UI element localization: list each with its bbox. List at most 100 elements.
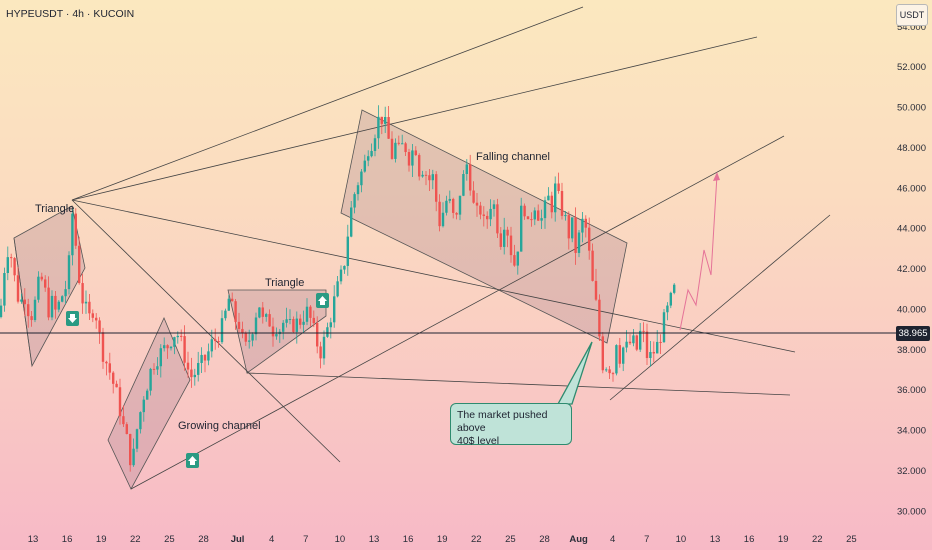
candle-body [30,316,33,321]
time-tick-label: 13 [28,534,39,545]
time-tick-label: 19 [778,534,789,545]
candle-body [394,142,397,159]
candle-body [407,152,411,166]
candle-body [526,216,530,220]
current-price-label: 38.965 [896,326,930,341]
price-tick-label: 34.000 [897,426,926,437]
candle-body [611,373,615,375]
candle-body [445,200,448,213]
candle-body [472,190,475,203]
candle-body [353,194,356,208]
candle-body [169,346,173,349]
candle-body [237,321,241,329]
candle-body [122,416,125,425]
price-tick-label: 48.000 [897,143,926,154]
candle-body [44,279,47,288]
candle-body [390,138,394,159]
candle-body [401,143,404,145]
candle-body [537,210,540,221]
candle-body [64,289,67,297]
projection-path [679,174,718,331]
candle-body [108,363,111,373]
candle-body [234,301,237,322]
candle-body [163,345,166,349]
arrow-down-icon [66,311,79,326]
candle-body [343,265,346,270]
candle-body [258,307,261,318]
candle-body [231,298,234,302]
candle-body [265,314,268,317]
falling-channel-label: Falling channel [476,151,550,163]
candle-body [428,175,431,181]
candle-body [57,301,60,310]
candle-body [186,362,190,370]
candle-body [465,164,468,175]
candle-body [261,307,264,317]
candle-body [377,116,380,139]
candle-body [438,201,441,227]
candle-body [645,331,649,359]
candle-body [632,335,635,344]
candle-body [268,314,271,327]
triangle-left-zone [13,205,86,368]
candle-body [248,340,251,342]
candle-body [309,306,312,318]
candle-body [397,142,400,144]
candle-body [628,341,632,344]
price-tick-label: 32.000 [897,466,926,477]
candle-body [6,257,9,274]
candle-body [411,150,414,166]
projection-arrowhead [713,172,720,181]
candle-body [601,336,604,371]
candle-body [479,205,482,215]
price-tick-label: 52.000 [897,62,926,73]
currency-unit[interactable]: USDT [896,4,928,26]
candle-body [81,283,84,304]
candle-body [319,346,322,359]
candle-body [295,318,298,332]
time-tick-label: 28 [539,534,550,545]
candle-body [639,330,642,350]
time-tick-label: 16 [744,534,755,545]
arrow-up-icon [186,453,199,468]
candle-body [16,275,20,302]
candle-body [384,117,387,124]
candle-body [302,321,305,325]
time-tick-label: 7 [303,534,308,545]
growing-channel-label: Growing channel [178,420,261,432]
time-tick-label: 22 [471,534,482,545]
price-tick-label: 50.000 [897,103,926,114]
candle-body [47,287,50,318]
candle-body [662,312,666,343]
time-tick-label: 19 [96,534,107,545]
time-tick-label: Aug [569,534,588,545]
candle-body [71,213,74,256]
candle-body [669,292,672,306]
triangle-mid-zone [227,289,327,374]
candle-body [207,351,210,361]
symbol-title[interactable]: HYPEUSDT · 4h · KUCOIN [6,8,135,20]
candle-body [254,317,258,335]
candle-body [516,251,519,266]
candle-body [132,448,135,466]
time-tick-label: 25 [505,534,516,545]
candle-body [550,195,553,213]
candle-body [350,207,353,237]
candle-body [346,236,349,266]
candle-body [183,336,186,363]
triangle-mid-label: Triangle [265,277,305,289]
callout-line1: The market pushed above [457,409,548,434]
candle-body [339,269,343,282]
candle-body [622,347,625,364]
candle-body [435,174,438,202]
candle-body [227,298,230,311]
candle-body [482,214,485,216]
candle-body [588,227,591,251]
candle-body [312,317,315,324]
candle-body [156,366,159,370]
candle-body [217,341,220,343]
candle-body [88,301,91,314]
candle-body [441,212,445,227]
